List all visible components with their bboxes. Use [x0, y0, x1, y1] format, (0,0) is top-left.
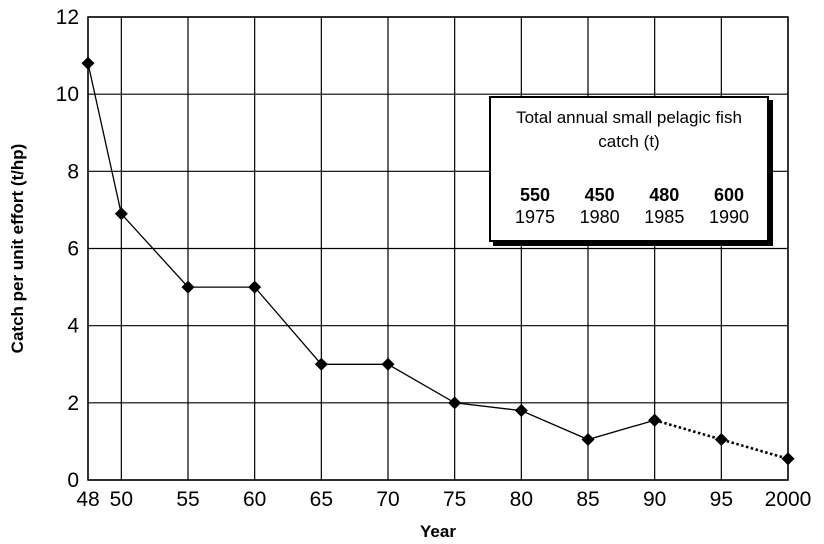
inset-catch-value: 600 — [714, 184, 744, 206]
x-tick-label: 75 — [443, 488, 466, 511]
y-axis-label: Catch per unit effort (t/hp) — [8, 144, 27, 354]
x-tick-label: 48 — [76, 488, 99, 511]
y-tick-label: 12 — [56, 6, 79, 29]
x-tick-label: 55 — [176, 488, 199, 511]
x-tick-label: 85 — [576, 488, 599, 511]
inset-column: 600 1990 — [699, 184, 759, 228]
x-tick-labels: 48 50 55 60 65 70 75 80 85 90 95 2000 — [76, 488, 811, 511]
inset-title: Total annual small pelagic fish catch (t… — [491, 106, 767, 154]
y-tick-label: 10 — [56, 83, 79, 106]
inset-year: 1975 — [515, 206, 555, 228]
inset-year: 1980 — [580, 206, 620, 228]
x-axis-label: Year — [420, 522, 456, 541]
x-tick-label: 70 — [376, 488, 399, 511]
data-point — [648, 414, 661, 427]
x-tick-label: 60 — [243, 488, 266, 511]
x-tick-label: 50 — [110, 488, 133, 511]
data-point — [82, 57, 95, 70]
data-point — [715, 433, 728, 446]
x-tick-label: 90 — [643, 488, 666, 511]
x-tick-label: 65 — [310, 488, 333, 511]
x-tick-label: 80 — [510, 488, 533, 511]
y-tick-label: 6 — [67, 238, 79, 261]
grid — [88, 17, 788, 480]
inset-catch-table: Total annual small pelagic fish catch (t… — [489, 96, 769, 242]
inset-catch-value: 450 — [585, 184, 615, 206]
inset-year: 1990 — [709, 206, 749, 228]
data-point — [782, 452, 795, 465]
inset-column: 450 1980 — [570, 184, 630, 228]
x-tick-label: 95 — [710, 488, 733, 511]
x-tick-label: 2000 — [765, 488, 812, 511]
data-point — [515, 404, 528, 417]
inset-columns: 550 1975 450 1980 480 1985 600 1990 — [505, 184, 759, 228]
data-point — [448, 396, 461, 409]
inset-year: 1985 — [644, 206, 684, 228]
inset-catch-value: 480 — [649, 184, 679, 206]
inset-catch-value: 550 — [520, 184, 550, 206]
y-tick-label: 2 — [67, 392, 79, 415]
y-tick-label: 4 — [67, 315, 79, 338]
data-point — [382, 358, 395, 371]
inset-column: 480 1985 — [634, 184, 694, 228]
y-tick-label: 8 — [67, 160, 79, 183]
inset-column: 550 1975 — [505, 184, 565, 228]
data-point — [582, 433, 595, 446]
